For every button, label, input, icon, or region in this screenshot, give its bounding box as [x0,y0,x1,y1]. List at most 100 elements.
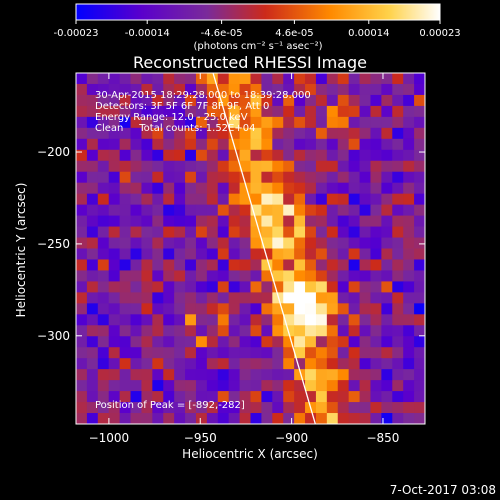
heatmap-cell [97,281,110,293]
heatmap-cell [206,105,219,118]
heatmap-cell [228,259,241,272]
heatmap-cell [392,149,404,162]
heatmap-cell [185,182,197,195]
heatmap-cell [283,358,295,370]
heatmap-cell [86,369,99,381]
heatmap-cell [392,116,404,129]
heatmap-cell [185,347,197,359]
heatmap-cell [119,380,132,392]
heatmap-cell [97,94,110,107]
heatmap-cell [228,347,241,359]
heatmap-cell [381,237,393,250]
heatmap-cell [359,391,372,403]
heatmap-cell [228,270,241,283]
heatmap-cell [185,281,197,293]
heatmap-cell [174,204,186,217]
heatmap-cell [86,336,99,348]
heatmap-cell [305,369,317,381]
heatmap-cell [195,73,208,85]
heatmap-cell [294,281,306,293]
heatmap-cell [315,413,328,424]
heatmap-cell [392,314,404,326]
heatmap-cell [261,248,273,261]
heatmap-cell [381,380,393,392]
colorbar-ticks: -0.00023 -0.00014 -4.6e-05 4.6e-05 0.00014 0.… [54,20,461,39]
heatmap-cell [326,303,339,315]
heatmap-cell [76,303,88,315]
heatmap-cell [228,402,241,414]
heatmap-cell [348,259,361,272]
heatmap-cell [272,226,284,239]
heatmap-cell [228,204,241,217]
heatmap-cell [381,171,393,184]
heatmap-cell [228,380,241,392]
heatmap-cell [217,105,230,118]
heatmap-cell [381,116,393,129]
heatmap-cell [294,314,306,326]
heatmap-cell [217,281,230,293]
heatmap-cell [294,116,306,129]
heatmap-cell [130,138,143,151]
heatmap-cell [76,160,88,173]
heatmap-cell [119,347,132,359]
heatmap-cell [294,237,306,250]
heatmap-cell [206,83,219,96]
heatmap-cell [337,292,350,304]
heatmap-cell [283,160,295,173]
heatmap-cell [337,149,350,162]
heatmap-cell [130,105,143,118]
heatmap-cell [337,303,350,315]
heatmap-cell [272,160,284,173]
heatmap-cell [250,314,263,326]
heatmap-cell [195,270,208,283]
heatmap-cell [348,380,361,392]
heatmap-cell [326,160,339,173]
heatmap-cell [152,281,164,293]
heatmap-cell [76,182,88,195]
heatmap-cell [97,171,110,184]
heatmap-cell [294,270,306,283]
heatmap-cell [381,83,393,96]
heatmap-cell [315,94,328,107]
heatmap-cell [272,116,284,129]
heatmap-cell [108,116,121,129]
heatmap-cell [272,369,284,381]
heatmap-cell [195,292,208,304]
heatmap-cell [348,83,361,96]
heatmap-cell [86,292,99,304]
heatmap-cell [337,259,350,272]
heatmap-cell [206,237,219,250]
heatmap-cell [130,413,143,424]
heatmap-cell [359,336,372,348]
heatmap-cell [163,248,175,261]
heatmap-cell [217,215,230,228]
heatmap-cell [86,226,99,239]
heatmap-cell [283,391,295,403]
heatmap-cell [141,94,153,107]
heatmap-cell [217,83,230,96]
heatmap-cell [403,281,415,293]
heatmap-cell [381,226,393,239]
heatmap-cell [414,193,425,206]
heatmap-cell [283,314,295,326]
heatmap-cell [130,83,143,96]
heatmap-cell [108,248,121,261]
heatmap-cell [119,204,132,217]
heatmap-cell [130,171,143,184]
heatmap-cell [195,336,208,348]
heatmap-cell [414,94,425,107]
heatmap-cell [359,94,372,107]
heatmap-cell [283,325,295,337]
heatmap-cell [108,204,121,217]
heatmap-cell [108,127,121,140]
chart-title: Reconstructed RHESSI Image [133,53,367,72]
heatmap-cell [403,259,415,272]
heatmap-cell [283,171,295,184]
heatmap-cell [403,226,415,239]
heatmap-cell [337,413,350,424]
heatmap-cell [119,73,132,85]
heatmap-cell [195,303,208,315]
heatmap-cell [261,380,273,392]
heatmap-cell [315,116,328,129]
heatmap-cell [359,215,372,228]
